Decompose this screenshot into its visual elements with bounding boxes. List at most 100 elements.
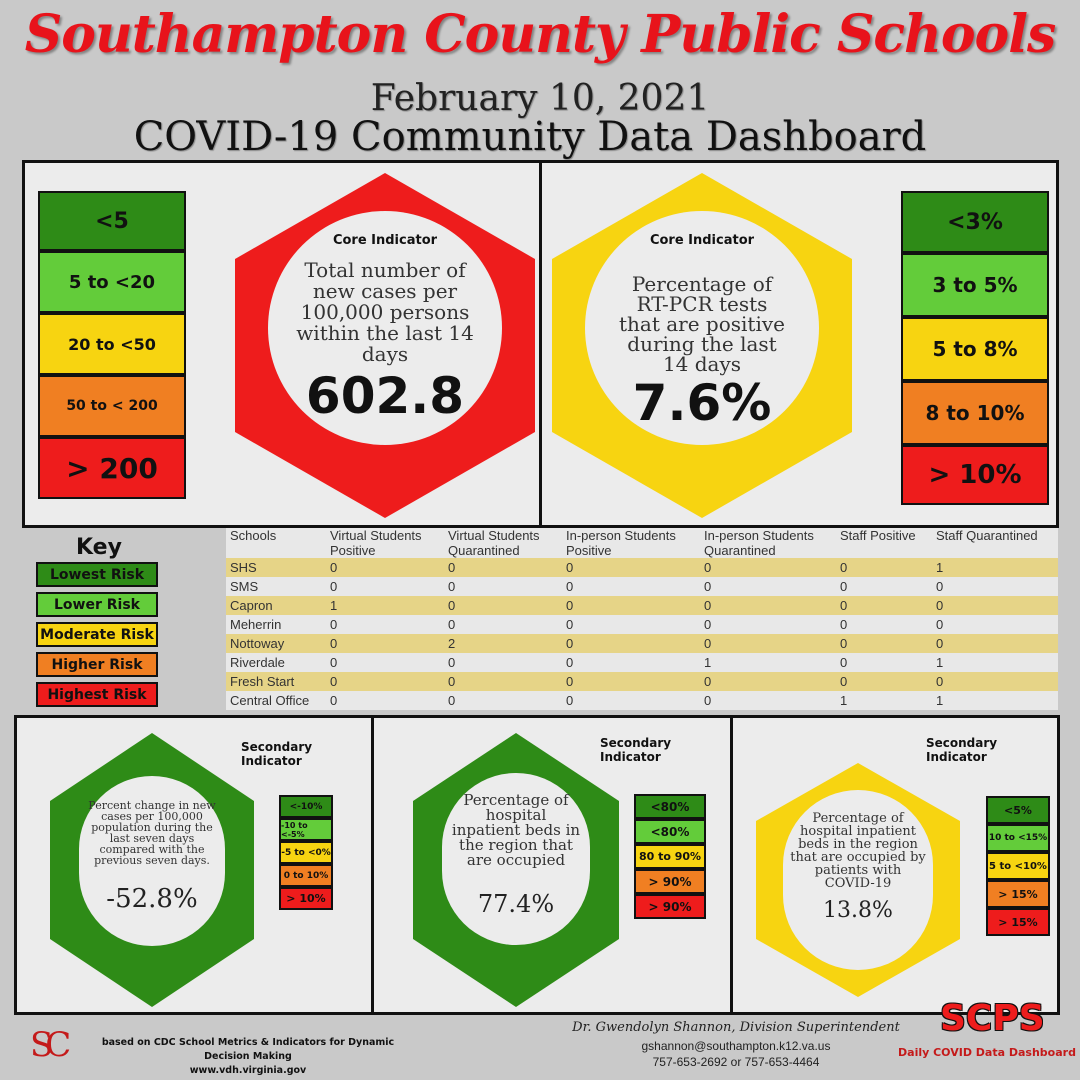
core-indicator-cases-panel: <5 5 to <20 20 to <50 50 to < 200 > 200 … <box>22 160 542 528</box>
table-cell: 0 <box>330 617 338 632</box>
table-cell: 0 <box>936 617 944 632</box>
table-row: SMS 0 0 0 0 0 0 <box>226 577 1058 596</box>
indicator-value: 13.8% <box>823 898 893 923</box>
scale-level-1: <3% <box>901 191 1049 253</box>
indicator-label: Secondary Indicator <box>600 736 672 764</box>
table-cell: 0 <box>704 693 712 708</box>
scale-level-1: <80% <box>634 794 706 819</box>
table-cell: 0 <box>448 560 456 575</box>
scale-level-5: > 10% <box>901 445 1049 505</box>
schools-table-container: Schools Virtual Students Positive Virtua… <box>226 528 1058 710</box>
table-cell: 0 <box>448 655 456 670</box>
column-header: Schools <box>230 528 277 543</box>
table-cell: 0 <box>566 560 574 575</box>
table-cell: 0 <box>330 579 338 594</box>
column-header: Staff Positive <box>840 528 916 543</box>
scale-level-4: > 90% <box>634 869 706 894</box>
table-cell: 0 <box>936 598 944 613</box>
table-cell: 0 <box>448 598 456 613</box>
contact-phone: 757-653-2692 or 757-653-4464 <box>652 1055 820 1069</box>
scale-level-4: 50 to < 200 <box>38 375 186 437</box>
scale-level-4: 0 to 10% <box>279 864 333 887</box>
source-note: based on CDC School Metrics & Indicators… <box>88 1036 408 1078</box>
table-cell: 0 <box>936 674 944 689</box>
table-cell: 1 <box>840 693 848 708</box>
scale-level-3: 20 to <50 <box>38 313 186 375</box>
report-date: February 10, 2021 <box>370 78 710 119</box>
table-row: Meherrin 0 0 0 0 0 0 <box>226 615 1058 634</box>
table-cell: 0 <box>566 598 574 613</box>
indicator-value: -52.8% <box>106 884 198 914</box>
beds-risk-scale: <80% <80% 80 to 90% > 90% > 90% <box>634 794 706 919</box>
scale-level-1: <5% <box>986 796 1050 824</box>
indicator-description: Percentage of hospital inpatient beds in… <box>790 811 926 891</box>
school-name-cell: SHS <box>230 560 257 575</box>
table-cell: 0 <box>566 579 574 594</box>
scale-level-2: <80% <box>634 819 706 844</box>
indicator-description: Percentage of RT-PCR tests that are posi… <box>619 272 785 376</box>
scale-level-3: 80 to 90% <box>634 844 706 869</box>
column-header: In-person Students Quarantined <box>704 528 814 558</box>
table-cell: 0 <box>840 674 848 689</box>
table-cell: 0 <box>330 636 338 651</box>
superintendent-name: Dr. Gwendolyn Shannon, Division Superint… <box>572 1020 900 1035</box>
table-row: Capron 1 0 0 0 0 0 <box>226 596 1058 615</box>
key-highest-risk: Highest Risk <box>36 682 158 707</box>
table-cell: 0 <box>566 674 574 689</box>
scale-level-5: > 200 <box>38 437 186 499</box>
secondary-indicator-beds-panel: Secondary Indicator Percentage of hospit… <box>371 715 733 1015</box>
table-cell: 0 <box>936 636 944 651</box>
source-text: based on CDC School Metrics & Indicators… <box>101 1037 395 1062</box>
table-cell: 0 <box>330 674 338 689</box>
scale-level-3: 5 to 8% <box>901 317 1049 381</box>
scale-level-4: 8 to 10% <box>901 381 1049 445</box>
school-name-cell: SMS <box>230 579 259 594</box>
table-cell: 0 <box>704 617 712 632</box>
indicator-description: Percentage of hospital inpatient beds in… <box>451 791 581 869</box>
dashboard-title: Southampton County Public Schools <box>24 4 1057 65</box>
table-cell: 0 <box>566 693 574 708</box>
contact-email[interactable]: gshannon@southampton.k12.va.us <box>641 1039 831 1053</box>
table-cell: 0 <box>330 693 338 708</box>
table-row: Riverdale 0 0 0 1 0 1 <box>226 653 1058 672</box>
covid-beds-circle: Percentage of hospital inpatient beds in… <box>783 790 933 970</box>
secondary-indicator-covid-beds-panel: Secondary Indicator Percentage of hospit… <box>730 715 1060 1015</box>
table-row: Central Office 0 0 0 0 1 1 <box>226 691 1058 710</box>
school-name-cell: Riverdale <box>230 655 285 670</box>
column-header: Virtual Students Quarantined <box>448 528 540 558</box>
indicator-description: Total number of new cases per 100,000 pe… <box>296 258 474 366</box>
table-cell: 0 <box>840 579 848 594</box>
beds-occupied-circle: Percentage of hospital inpatient beds in… <box>442 773 590 945</box>
scps-tagline: Daily COVID Data Dashboard <box>898 1046 1076 1059</box>
indicator-label: Core Indicator <box>649 233 755 248</box>
cases-risk-scale: <5 5 to <20 20 to <50 50 to < 200 > 200 <box>38 191 186 499</box>
table-cell: 0 <box>840 617 848 632</box>
scale-level-3: -5 to <0% <box>279 841 333 864</box>
table-cell: 0 <box>840 636 848 651</box>
scale-level-1: <-10% <box>279 795 333 818</box>
sc-logo: SC <box>30 1025 71 1065</box>
indicator-value: 7.6% <box>632 374 772 432</box>
table-cell: 0 <box>566 655 574 670</box>
key-lower-risk: Lower Risk <box>36 592 158 617</box>
table-cell: 1 <box>936 560 944 575</box>
school-name-cell: Meherrin <box>230 617 282 632</box>
scale-level-5: > 90% <box>634 894 706 919</box>
table-row: SHS 0 0 0 0 0 1 <box>226 558 1058 577</box>
table-cell: 0 <box>704 579 712 594</box>
cases-indicator-circle: Core Indicator Total number of new cases… <box>268 211 502 445</box>
scale-level-1: <5 <box>38 191 186 251</box>
column-header: Staff Quarantined <box>936 528 1038 543</box>
table-cell: 0 <box>704 674 712 689</box>
school-name-cell: Central Office <box>230 693 310 708</box>
table-cell: 0 <box>936 579 944 594</box>
table-cell: 0 <box>840 598 848 613</box>
key-higher-risk: Higher Risk <box>36 652 158 677</box>
table-cell: 0 <box>448 617 456 632</box>
scale-level-5: > 15% <box>986 908 1050 936</box>
indicator-value: 602.8 <box>305 367 465 425</box>
table-cell: 0 <box>566 636 574 651</box>
table-cell: 0 <box>448 693 456 708</box>
indicator-description: Percent change in new cases per 100,000 … <box>88 799 216 867</box>
key-lowest-risk: Lowest Risk <box>36 562 158 587</box>
